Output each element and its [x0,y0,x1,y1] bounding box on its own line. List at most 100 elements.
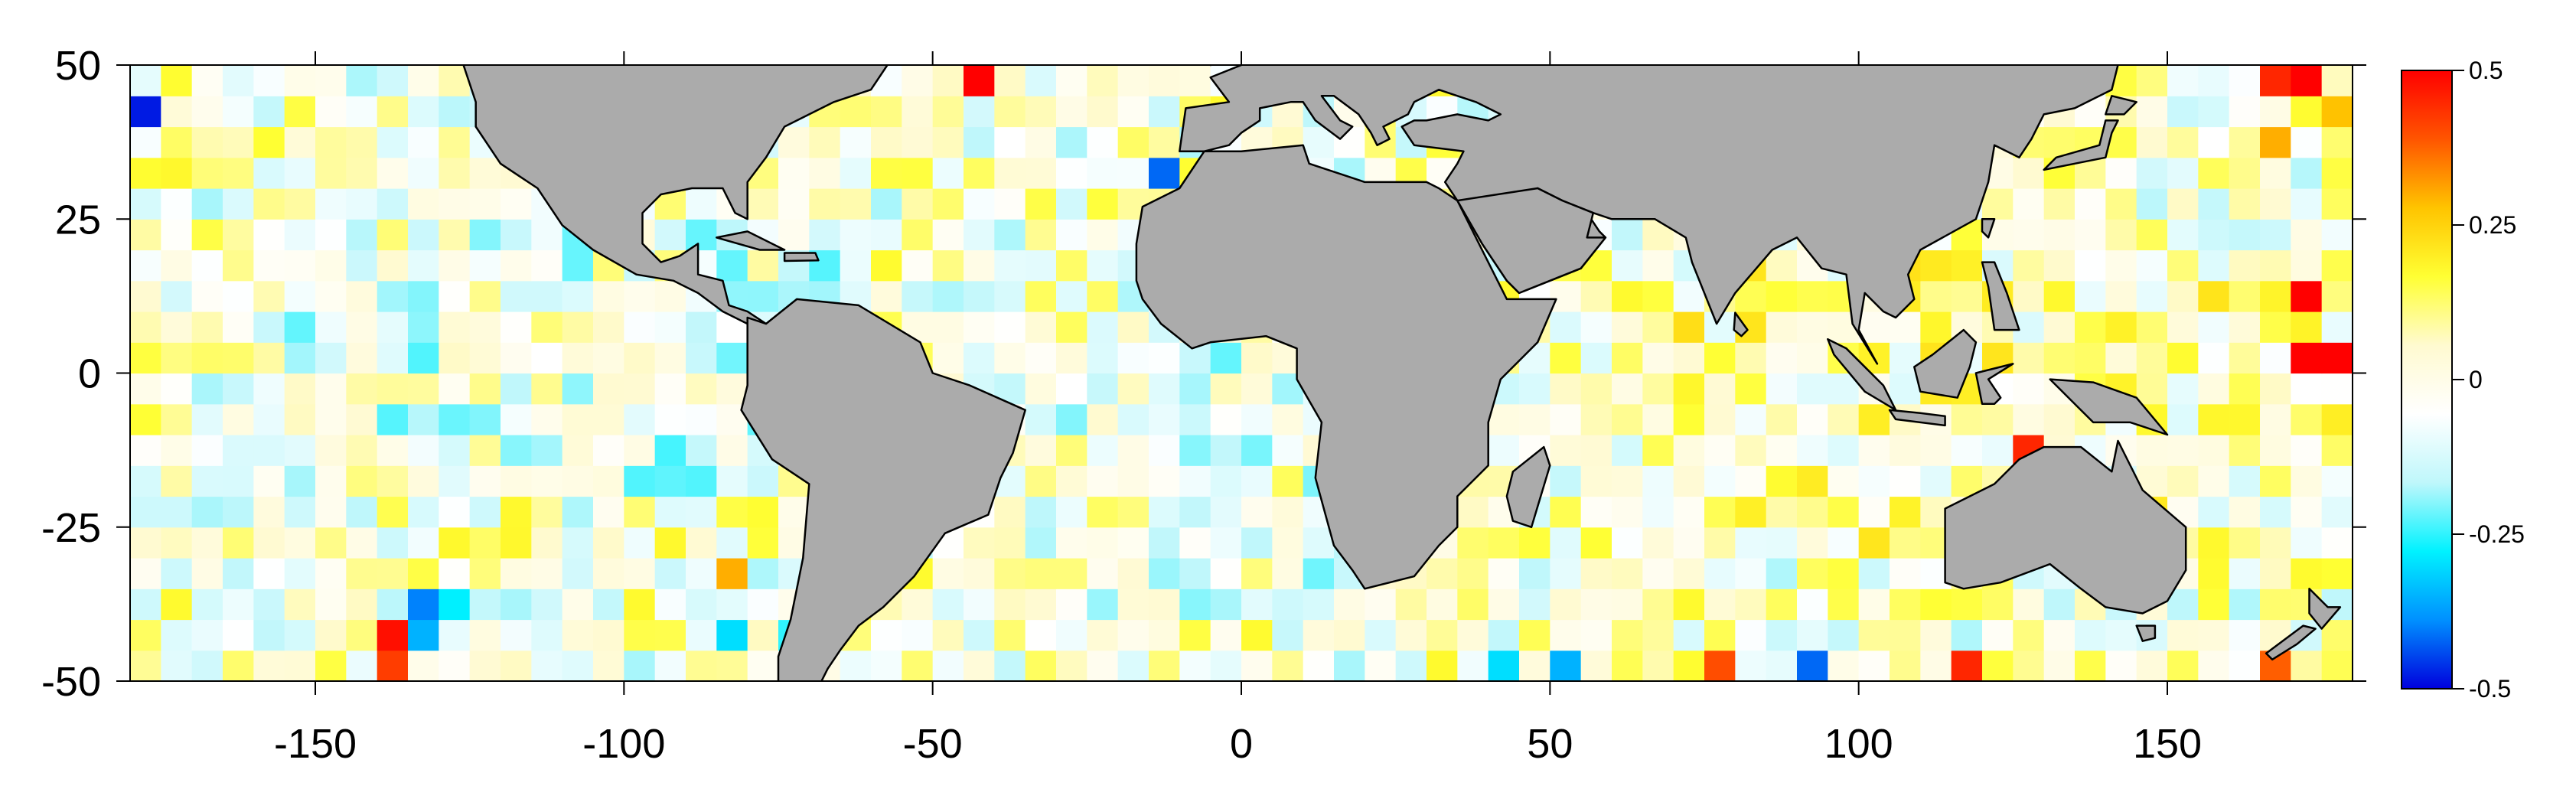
grid-cell [130,188,161,220]
grid-cell [593,527,624,559]
grid-cell [1149,157,1180,189]
grid-cell [1612,65,1643,66]
grid-cell [1890,619,1921,651]
grid-cell [1673,558,1705,589]
grid-cell [223,619,254,651]
colorbar-tick-label: 0.25 [2469,211,2516,239]
grid-cell [161,280,193,312]
grid-cell [1149,527,1180,559]
grid-cell [2105,619,2137,651]
grid-cell [130,219,161,251]
grid-cell [377,650,409,681]
grid-cell [377,126,409,158]
map-plot-area [130,65,2353,712]
grid-cell [2198,588,2230,621]
grid-cell [161,219,193,251]
grid-cell [1519,403,1550,435]
grid-cell [964,157,995,189]
grid-cell [2198,435,2230,466]
grid-cell [1488,588,1520,621]
grid-cell [1365,65,1397,66]
grid-cell [1704,650,1736,681]
grid-cell [686,188,717,220]
grid-cell [1890,373,1921,405]
grid-cell [439,249,471,282]
grid-cell [624,280,656,312]
grid-cell [161,342,193,374]
grid-cell [501,681,532,712]
colorbar-tick-label: -0.25 [2469,520,2525,548]
grid-cell [932,249,964,282]
grid-cell [1303,588,1335,621]
grid-cell [2229,465,2261,497]
grid-cell [778,496,810,528]
grid-cell [315,435,347,466]
grid-cell [130,465,161,497]
grid-cell [191,157,223,189]
grid-cell [593,403,624,435]
grid-cell [2136,650,2168,681]
grid-cell [408,588,439,621]
grid-cell [253,219,285,251]
grid-cell [1642,465,1674,497]
grid-cell [315,65,347,96]
grid-cell [1427,650,1458,681]
grid-cell [315,126,347,158]
grid-cell [1580,65,1612,66]
grid-cell [469,219,501,251]
grid-cell [2291,681,2322,712]
land-taiwan [1981,218,1996,239]
grid-cell [686,465,717,497]
grid-cell [1117,496,1149,528]
grid-cell [1735,681,1766,712]
grid-cell [315,681,347,712]
grid-cell [716,496,748,528]
grid-cell [439,157,471,189]
grid-cell [1210,373,1242,405]
grid-cell [161,403,193,435]
grid-cell [809,681,840,712]
grid-cell [161,249,193,282]
grid-cell [2105,650,2137,681]
grid-cell [654,403,686,435]
grid-cell [2198,311,2230,343]
grid-cell [408,65,439,96]
grid-cell [562,619,594,651]
grid-cell [2229,96,2261,128]
grid-cell [1890,435,1921,466]
grid-cell [1580,558,1612,589]
grid-cell [1241,435,1273,466]
grid-cell [1179,619,1211,651]
land-madagascar [1505,445,1551,529]
grid-cell [1488,435,1520,466]
grid-cell [2198,280,2230,312]
grid-cell [593,342,624,374]
grid-cell [1117,157,1149,189]
y-tick-label: 0 [78,351,101,397]
grid-cell [1797,280,1828,312]
grid-cell [1303,527,1335,559]
grid-cell [964,188,995,220]
grid-cell [2075,249,2106,282]
grid-cell [2321,465,2353,497]
grid-cell [1056,465,1087,497]
grid-cell [1025,219,1057,251]
land-sulawesi [1974,363,2014,406]
grid-cell [1612,465,1643,497]
grid-cell [439,435,471,466]
grid-cell [871,619,902,651]
grid-cell [439,373,471,405]
grid-cell [439,619,471,651]
grid-cell [1704,681,1736,712]
grid-cell [624,650,656,681]
grid-cell [654,65,686,66]
grid-cell [2136,188,2168,220]
grid-cell [130,126,161,158]
grid-cell [315,650,347,681]
grid-cell [315,619,347,651]
grid-cell [2321,188,2353,220]
grid-cell [871,650,902,681]
land-africa [1135,144,1557,590]
grid-cell [2260,681,2291,712]
